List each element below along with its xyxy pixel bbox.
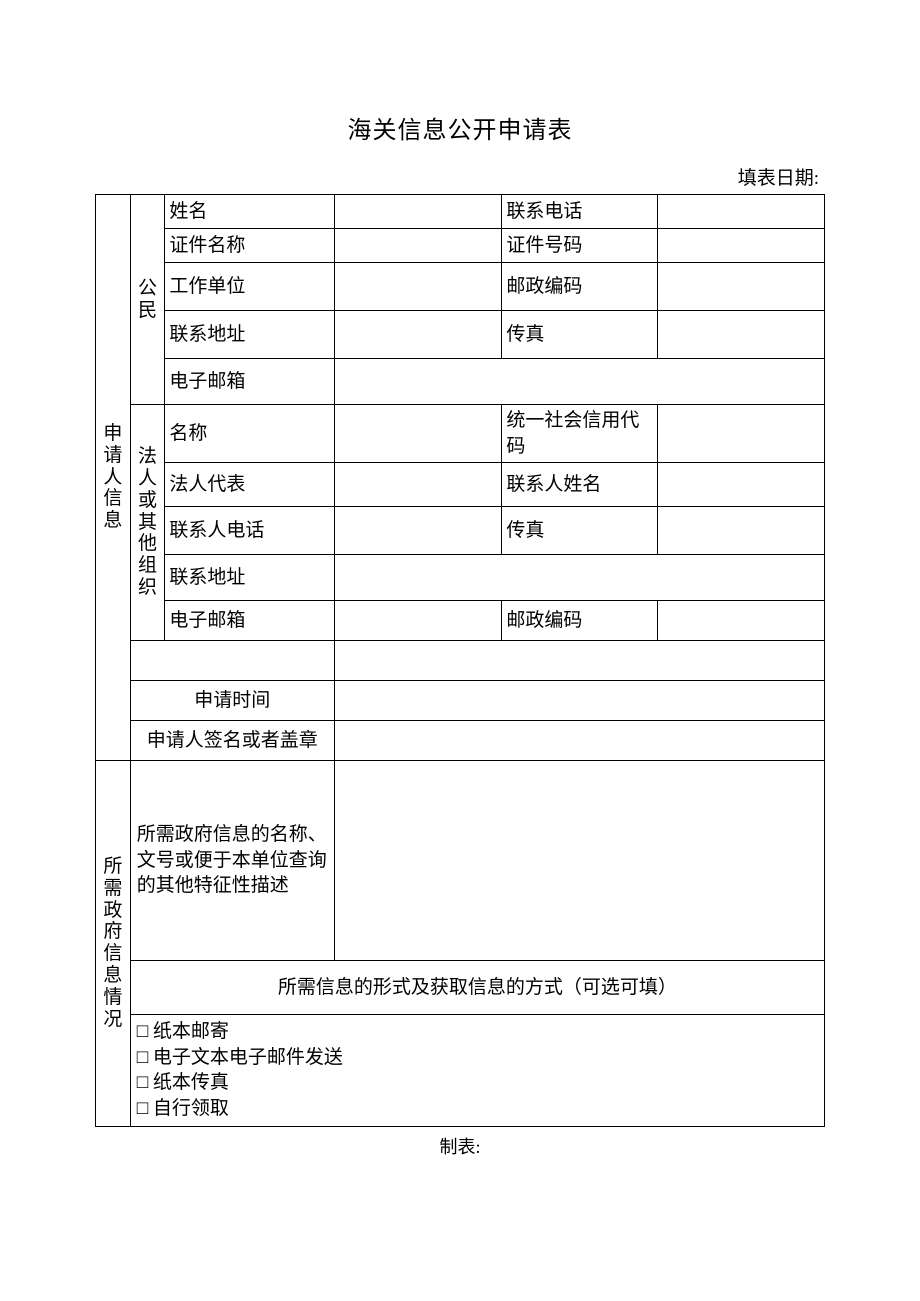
label-email: 电子邮箱 [165,359,334,405]
field-address[interactable] [334,311,501,359]
field-org-name[interactable] [334,405,501,463]
field-fax[interactable] [657,311,824,359]
field-work-unit[interactable] [334,263,501,311]
field-contact-phone[interactable] [334,507,501,555]
label-org-email: 电子邮箱 [165,601,334,641]
option-mail[interactable]: □ 纸本邮寄 [137,1019,818,1045]
field-apply-time[interactable] [334,681,824,721]
label-phone: 联系电话 [502,195,657,229]
label-work-unit: 工作单位 [165,263,334,311]
field-postcode[interactable] [657,263,824,311]
section-applicant-info: 申请人信息 [96,195,131,761]
field-signature[interactable] [334,721,824,761]
label-fax: 传真 [502,311,657,359]
label-contact-name: 联系人姓名 [502,463,657,507]
fill-date-label: 填表日期: [95,163,825,190]
label-org-fax: 传真 [502,507,657,555]
label-org-name: 名称 [165,405,334,463]
label-format-header: 所需信息的形式及获取信息的方式（可选可填） [130,961,824,1015]
label-name: 姓名 [165,195,334,229]
label-id-name: 证件名称 [165,229,334,263]
label-info-desc: 所需政府信息的名称、文号或便于本单位查询的其他特征性描述 [130,761,334,961]
blank-cell [130,641,334,681]
label-signature: 申请人签名或者盖章 [130,721,334,761]
group-org: 法人或其他组织 [130,405,165,641]
field-legal-rep[interactable] [334,463,501,507]
label-postcode: 邮政编码 [502,263,657,311]
field-phone[interactable] [657,195,824,229]
field-name[interactable] [334,195,501,229]
field-uscc[interactable] [657,405,824,463]
application-table: 申请人信息 公民 姓名 联系电话 证件名称 证件号码 工作单位 邮政编码 联系地… [95,194,825,1127]
field-org-address[interactable] [334,555,824,601]
label-org-postcode: 邮政编码 [502,601,657,641]
field-org-postcode[interactable] [657,601,824,641]
group-citizen: 公民 [130,195,165,405]
footer-maker: 制表: [95,1133,825,1159]
field-org-fax[interactable] [657,507,824,555]
option-fax[interactable]: □ 纸本传真 [137,1070,818,1096]
option-email[interactable]: □ 电子文本电子邮件发送 [137,1045,818,1071]
field-id-name[interactable] [334,229,501,263]
form-title: 海关信息公开申请表 [95,110,825,145]
field-info-desc[interactable] [334,761,824,961]
option-pickup[interactable]: □ 自行领取 [137,1096,818,1122]
label-id-no: 证件号码 [502,229,657,263]
options-cell[interactable]: □ 纸本邮寄 □ 电子文本电子邮件发送 □ 纸本传真 □ 自行领取 [130,1015,824,1127]
label-contact-phone: 联系人电话 [165,507,334,555]
field-email[interactable] [334,359,824,405]
section-gov-info: 所需政府信息情况 [96,761,131,1127]
blank-cell [334,641,824,681]
label-apply-time: 申请时间 [130,681,334,721]
label-uscc: 统一社会信用代码 [502,405,657,463]
label-legal-rep: 法人代表 [165,463,334,507]
label-address: 联系地址 [165,311,334,359]
label-org-address: 联系地址 [165,555,334,601]
field-org-email[interactable] [334,601,501,641]
field-id-no[interactable] [657,229,824,263]
field-contact-name[interactable] [657,463,824,507]
